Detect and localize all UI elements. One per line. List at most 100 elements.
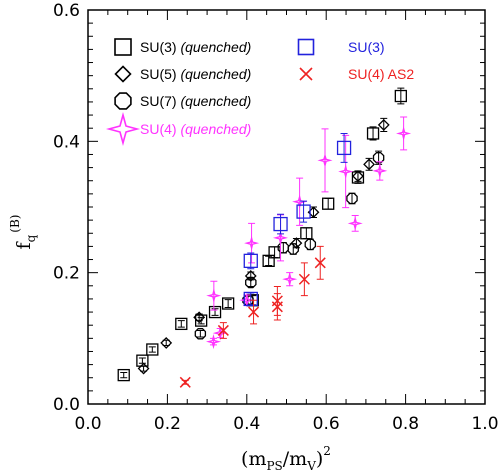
- data-point: [346, 192, 358, 205]
- legend-item-1: SU(5) (quenched): [114, 65, 251, 83]
- data-point: [248, 306, 260, 318]
- data-point: [317, 153, 333, 168]
- data-point: [377, 118, 390, 131]
- legend-marker: [105, 111, 141, 147]
- data-point: [304, 238, 317, 251]
- data-point: [273, 216, 288, 232]
- data-point: [347, 215, 363, 231]
- data-point: [300, 227, 313, 240]
- data-point: [338, 163, 354, 180]
- legend-label: SU(3) (quenched): [140, 39, 251, 55]
- y-tick-label: 0.2: [53, 264, 80, 284]
- error-bar: [348, 192, 356, 205]
- y-tick-label: 0.6: [53, 1, 80, 21]
- data-point: [277, 241, 290, 254]
- series-5: [179, 245, 326, 388]
- error-bar: [210, 280, 218, 311]
- x-label-sub2: V: [306, 459, 316, 473]
- error-bar: [302, 227, 310, 240]
- data-point: [372, 163, 388, 179]
- x-label-close: ): [316, 448, 323, 470]
- error-bar: [248, 222, 256, 264]
- data-point: [322, 197, 335, 210]
- data-point: [243, 253, 258, 268]
- data-point: [175, 317, 188, 331]
- x-tick-label: 0.8: [392, 414, 419, 434]
- error-bar: [400, 116, 408, 151]
- error-bar: [289, 243, 297, 255]
- x-label-mid: /m: [283, 448, 307, 470]
- data-point: [272, 230, 289, 246]
- x-tick-label: 1.0: [471, 414, 498, 434]
- error-bar: [369, 126, 377, 141]
- error-bar: [324, 197, 332, 210]
- data-point: [271, 301, 283, 313]
- data-point: [205, 334, 222, 350]
- error-bar: [120, 371, 128, 379]
- x-label-sub1: PS: [266, 459, 282, 473]
- error-bar: [247, 252, 255, 270]
- error-bar: [306, 238, 314, 251]
- data-point: [217, 324, 229, 336]
- error-bar: [177, 320, 185, 328]
- y-tick-label: 0.0: [53, 395, 80, 415]
- error-bar: [224, 299, 232, 308]
- data-point: [282, 271, 298, 287]
- data-point: [298, 273, 310, 285]
- data-point: [208, 305, 222, 319]
- legend-marker: [114, 92, 132, 110]
- series-0: [117, 87, 407, 382]
- legend-label: SU(4) AS2: [348, 66, 414, 82]
- legend-label: SU(5) (quenched): [140, 66, 251, 82]
- data-point: [394, 89, 407, 103]
- plot-frame: [87, 9, 486, 405]
- data-point: [160, 337, 173, 349]
- x-axis-label: (mPS/mV)2: [241, 444, 331, 473]
- legend-item-5: SU(4) AS2: [299, 66, 414, 82]
- y-axis-label: fq(B): [8, 215, 38, 250]
- x-tick-label: 0.2: [154, 414, 181, 434]
- legend-marker: [297, 38, 315, 56]
- y-tick-label: 0.4: [53, 132, 80, 152]
- legend-item-0: SU(3) (quenched): [114, 38, 251, 56]
- error-bar: [138, 357, 146, 364]
- legend-label: SU(3): [348, 39, 385, 55]
- data-point: [244, 235, 260, 251]
- data-point: [206, 288, 222, 304]
- series-4: [243, 132, 352, 307]
- data-point: [245, 276, 257, 289]
- chart-marks: [117, 87, 412, 388]
- y-label-sup: (B): [8, 215, 22, 233]
- x-tick-label: 0.4: [233, 414, 260, 434]
- data-point: [117, 368, 130, 382]
- x-label-base: (m: [241, 448, 266, 470]
- y-label-base: f: [13, 240, 35, 249]
- error-bar: [196, 329, 204, 338]
- error-bar: [309, 206, 317, 219]
- legend-label: SU(4) (quenched): [140, 121, 251, 137]
- error-bar: [321, 128, 329, 193]
- x-tick-label: 0.0: [74, 414, 101, 434]
- data-point: [363, 158, 375, 171]
- legend-marker: [299, 67, 313, 81]
- error-bar: [300, 200, 308, 223]
- legend-marker: [114, 65, 132, 83]
- data-point: [396, 125, 412, 142]
- data-point: [179, 376, 191, 388]
- legend: SU(3) (quenched) SU(5) (quenched) SU(7) (q…: [105, 38, 414, 147]
- data-point: [366, 127, 380, 140]
- error-bar: [340, 132, 348, 163]
- data-point: [296, 204, 311, 219]
- data-point: [221, 297, 235, 310]
- legend-marker: [114, 38, 132, 56]
- y-label-sub: q: [24, 234, 38, 242]
- legend-item-2: SU(7) (quenched): [114, 92, 251, 110]
- data-point: [137, 362, 150, 375]
- data-point: [243, 291, 258, 307]
- data-point: [287, 243, 299, 255]
- axis-ticks: 0.0 0.2 0.4 0.6 0.8 1.0 0.0 0.2 0.4 0.6: [53, 1, 498, 434]
- legend-item-3: SU(4) (quenched): [105, 111, 251, 147]
- error-bar: [342, 134, 350, 209]
- legend-label: SU(7) (quenched): [140, 93, 251, 109]
